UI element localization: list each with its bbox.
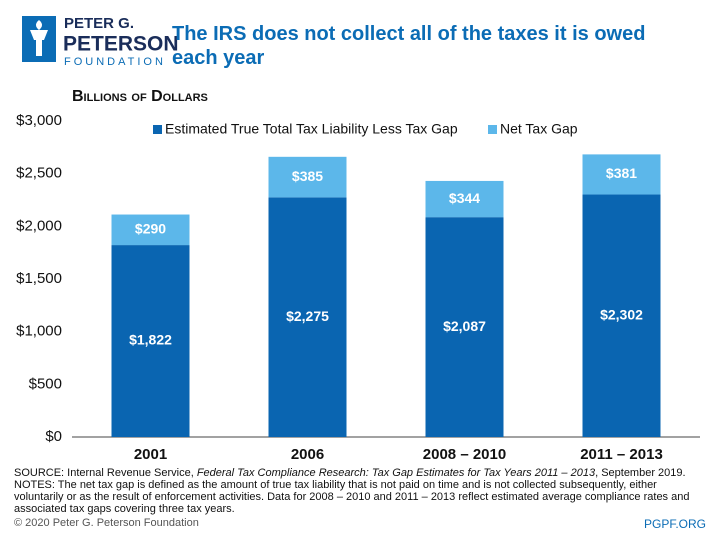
bar-segment — [111, 245, 190, 437]
logo-text: PETERSON — [63, 33, 179, 56]
legend-label: Estimated True Total Tax Liability Less … — [165, 121, 458, 137]
logo-torch — [30, 20, 48, 56]
y-tick-label: $0 — [45, 428, 62, 445]
y-tick-label: $2,500 — [16, 165, 62, 182]
notes: NOTES: The net tax gap is defined as the… — [14, 479, 690, 515]
value-label: $1,822 — [129, 332, 172, 348]
x-tick-label: 2006 — [291, 446, 324, 463]
value-label: $2,302 — [600, 306, 643, 322]
legend-swatch — [153, 125, 162, 134]
footnotes: SOURCE: Internal Revenue Service, Federa… — [14, 467, 704, 515]
source-prefix: SOURCE: Internal Revenue Service, — [14, 467, 197, 479]
chart-title: The IRS does not collect all of the taxe… — [172, 23, 646, 69]
logo-text: PETER G. — [64, 15, 134, 32]
value-label: $385 — [292, 168, 323, 184]
y-tick-label: $1,500 — [16, 270, 62, 287]
y-tick-label: $3,000 — [16, 112, 62, 129]
y-tick-label: $2,000 — [16, 217, 62, 234]
y-tick-label: $1,000 — [16, 323, 62, 340]
x-tick-label: 2001 — [134, 446, 167, 463]
x-tick-label: 2011 – 2013 — [580, 446, 663, 463]
logo-text: FOUNDATION — [64, 56, 166, 68]
legend-label: Net Tax Gap — [500, 121, 578, 137]
x-tick-label: 2008 – 2010 — [423, 446, 506, 463]
bar-segment — [582, 154, 661, 195]
value-label: $2,275 — [286, 308, 329, 324]
subtitle: Billions of Dollars — [72, 88, 208, 105]
value-label: $2,087 — [443, 318, 486, 334]
bar-segment — [425, 180, 504, 218]
copyright: © 2020 Peter G. Peterson Foundation — [14, 517, 199, 529]
bar-segment — [111, 214, 190, 246]
website[interactable]: PGPF.ORG — [643, 517, 706, 531]
bar-segment — [268, 156, 347, 198]
source-title: Federal Tax Compliance Research: Tax Gap… — [196, 467, 596, 479]
bar-segment — [425, 217, 504, 437]
y-tick-label: $500 — [29, 375, 62, 392]
value-label: $381 — [606, 165, 637, 181]
bar-segment — [268, 197, 347, 437]
source-suffix: , September 2019. — [595, 467, 686, 479]
value-label: $344 — [449, 190, 480, 206]
legend-swatch — [488, 125, 497, 134]
source: SOURCE: Internal Revenue Service, Federa… — [14, 467, 704, 479]
value-label: $290 — [135, 221, 166, 237]
bar-segment — [582, 194, 661, 437]
